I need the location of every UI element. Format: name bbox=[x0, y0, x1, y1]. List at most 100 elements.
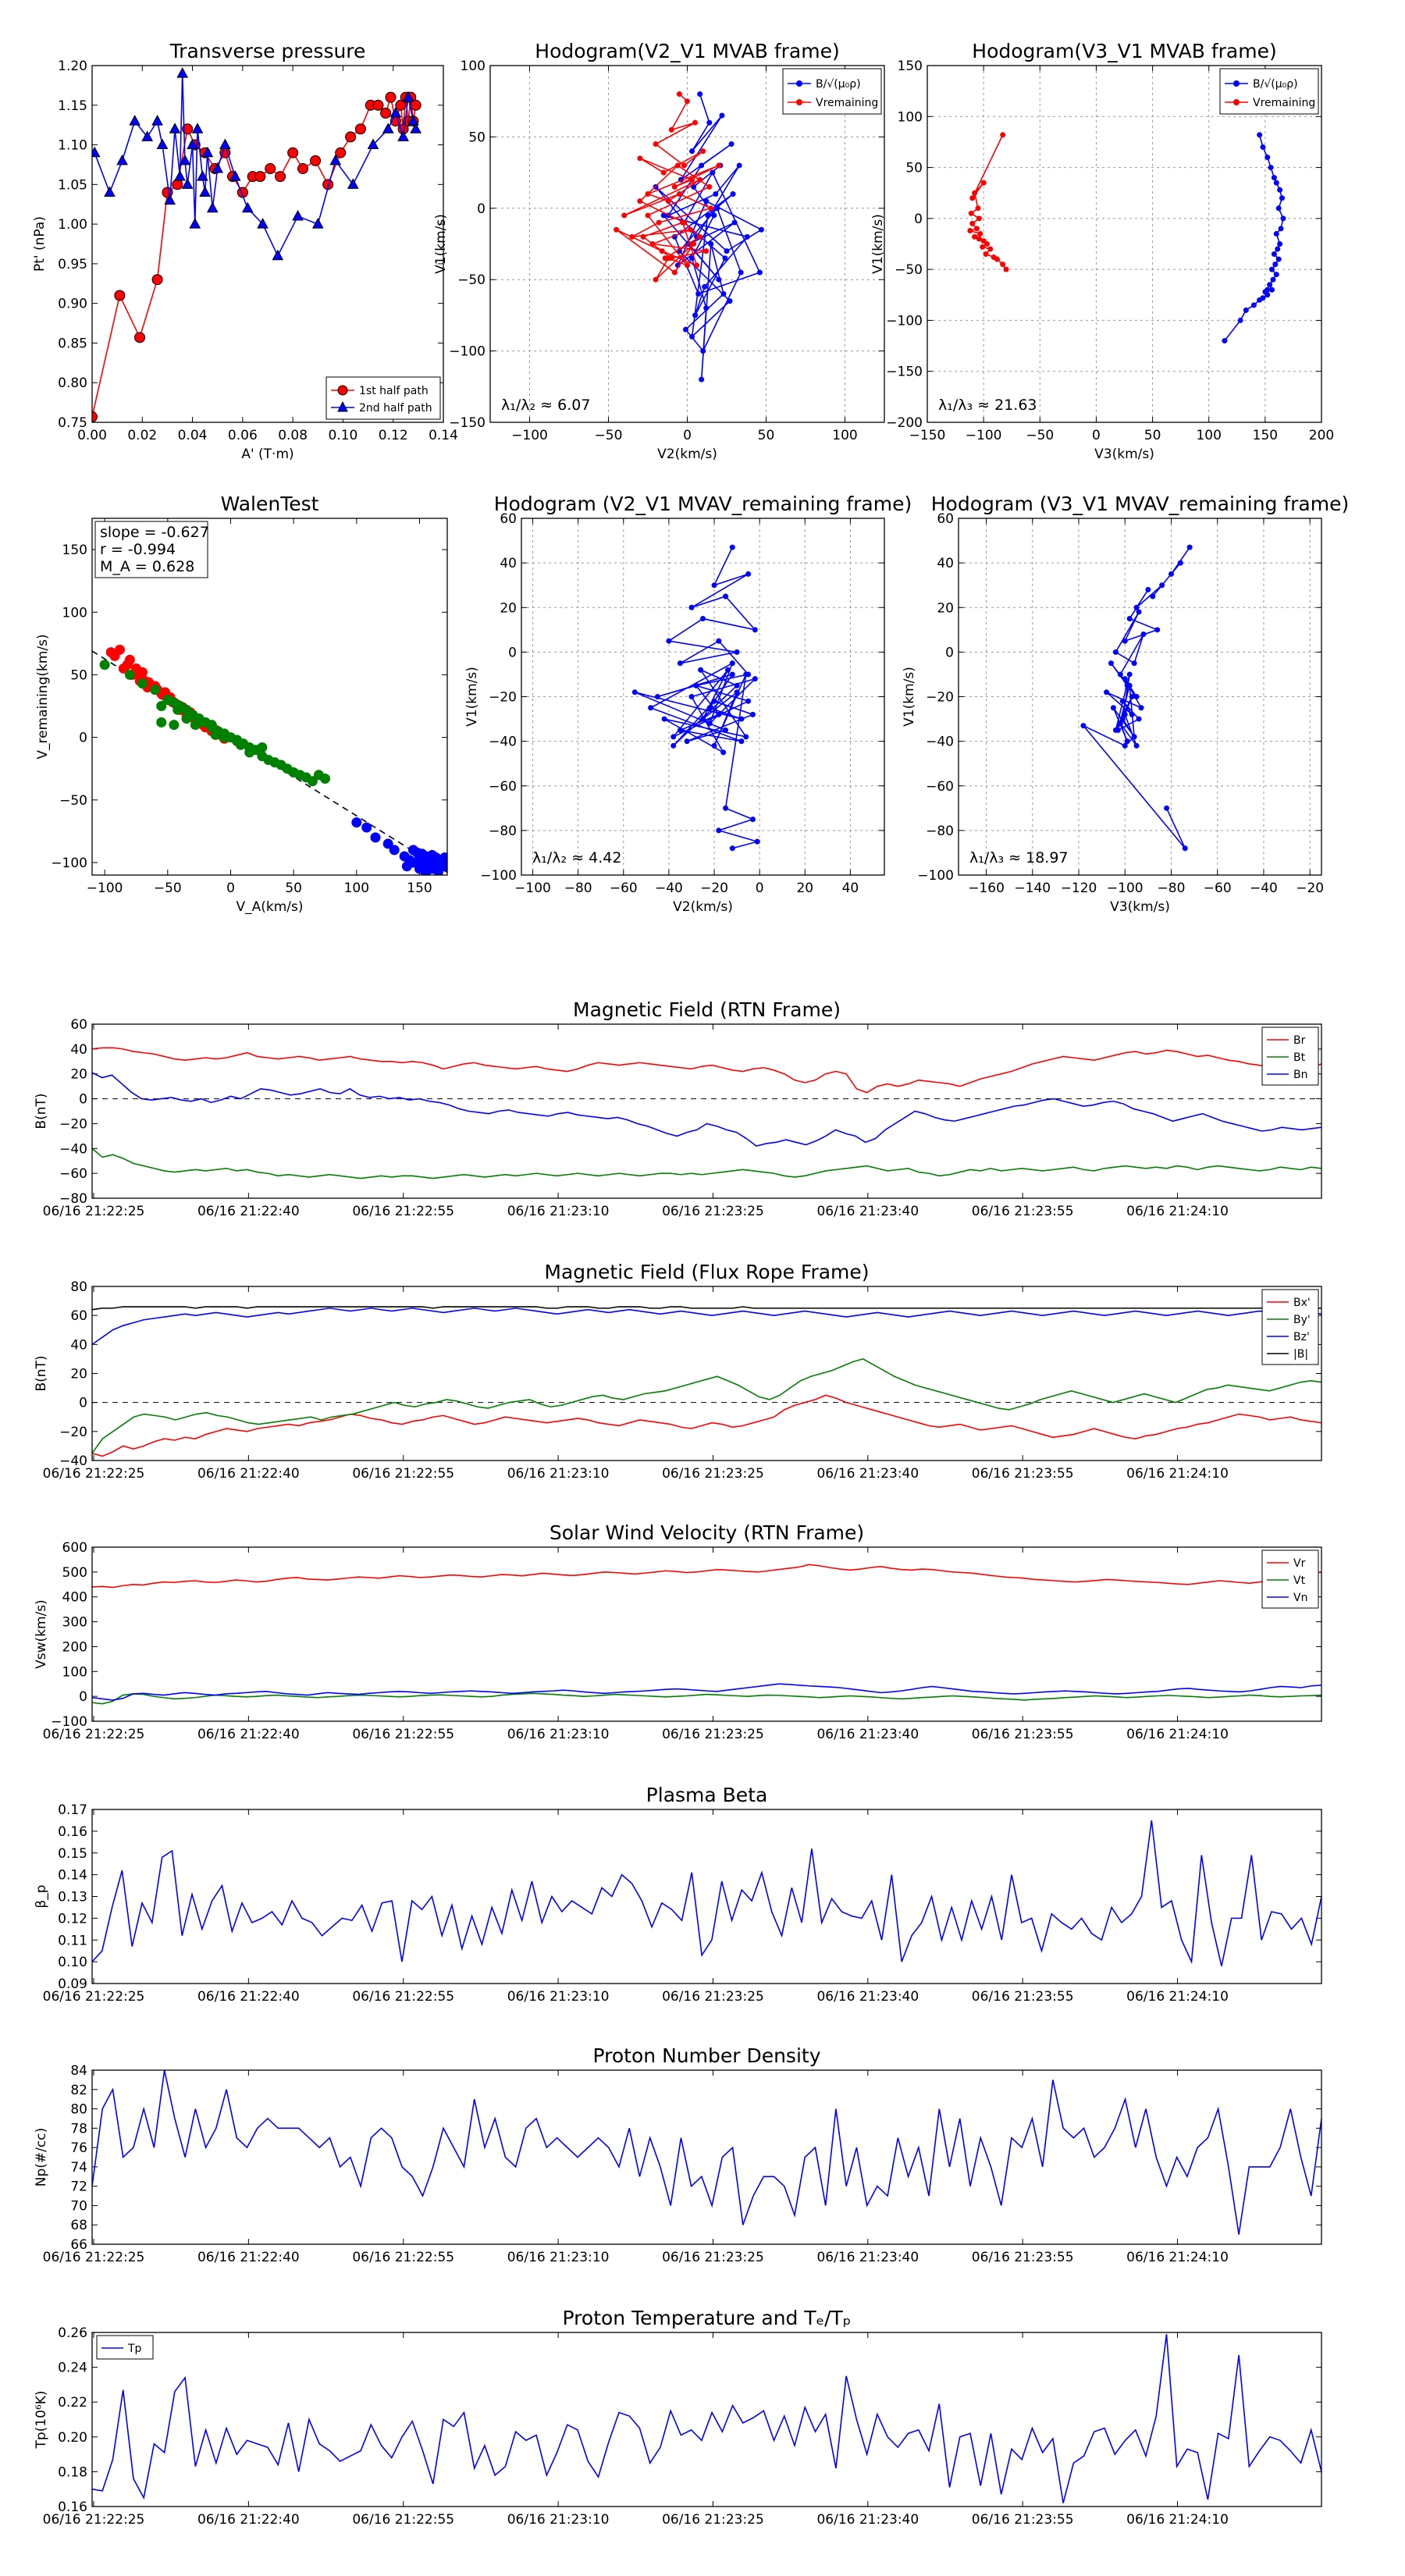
panel-title: Hodogram (V3_V1 MVAV_remaining frame) bbox=[931, 493, 1350, 515]
hodogram-point bbox=[1273, 272, 1279, 278]
x-tick-label: −50 bbox=[1026, 428, 1054, 443]
time-tick-label: 06/16 21:23:40 bbox=[816, 1727, 919, 1742]
legend-marker bbox=[337, 385, 348, 396]
hodogram-point bbox=[699, 376, 705, 382]
time-tick-label: 06/16 21:23:40 bbox=[816, 2250, 919, 2265]
hodogram-point bbox=[1277, 187, 1283, 193]
hodogram-point bbox=[1140, 632, 1147, 638]
y-tick-label: −40 bbox=[926, 735, 954, 750]
data-point-green bbox=[307, 776, 318, 787]
data-point bbox=[169, 123, 181, 133]
x-tick-label: 0.06 bbox=[228, 428, 258, 443]
x-tick-label: −100 bbox=[514, 881, 551, 896]
hodogram-point bbox=[1136, 716, 1142, 722]
time-tick-label: 06/16 21:22:25 bbox=[43, 1466, 145, 1482]
hodogram-line bbox=[616, 93, 720, 280]
y-axis-label: V1(km/s) bbox=[433, 214, 449, 274]
hodogram-point bbox=[631, 689, 638, 696]
hodogram-point bbox=[621, 212, 628, 219]
hodogram-point bbox=[967, 228, 973, 234]
x-tick-label: −150 bbox=[909, 428, 946, 443]
eigenvalue-ratio: λ₁/λ₃ ≈ 18.97 bbox=[969, 849, 1069, 866]
data-point bbox=[151, 274, 163, 286]
series-line-beta bbox=[92, 1820, 1321, 1966]
data-point bbox=[287, 147, 299, 158]
x-tick-label: 40 bbox=[842, 881, 859, 896]
data-point bbox=[172, 179, 183, 190]
panel-t3: −100 0 100 200 300 400 500 600 Solar Wind Veloci… bbox=[34, 1521, 1322, 1742]
panel-title: Transverse pressure bbox=[169, 40, 366, 62]
hodogram-point bbox=[1269, 266, 1275, 272]
panel-p2: −100 −50 0 50 100 −150 −100 −50 0 50 100 Hodogram(V… bbox=[433, 40, 885, 462]
y-tick-label: 0.18 bbox=[58, 2464, 87, 2480]
time-tick-label: 06/16 21:22:40 bbox=[197, 1466, 300, 1482]
series-line-circle bbox=[92, 94, 417, 418]
data-point-blue bbox=[361, 822, 372, 833]
panel-p4: −100 −50 0 50 100 150 −100 −50 0 50 100 150 WalenTes… bbox=[35, 493, 448, 915]
x-tick-label: −80 bbox=[1158, 881, 1186, 896]
hodogram-point bbox=[969, 195, 976, 201]
x-axis-label: V2(km/s) bbox=[657, 447, 717, 462]
series-line-Vn bbox=[92, 1683, 1321, 1701]
y-tick-label: 1.15 bbox=[58, 98, 87, 114]
hodogram-line bbox=[655, 94, 763, 380]
time-tick-label: 06/16 21:23:40 bbox=[816, 2512, 919, 2528]
hodogram-point bbox=[968, 210, 974, 216]
y-tick-label: 70 bbox=[70, 2198, 87, 2214]
y-tick-label: 60 bbox=[70, 1308, 87, 1324]
hodogram-point bbox=[1264, 292, 1271, 298]
data-point bbox=[174, 170, 186, 181]
hodogram-point bbox=[736, 162, 742, 169]
hodogram-point bbox=[699, 162, 705, 169]
series-line-Bt bbox=[92, 1147, 1321, 1179]
hodogram-point bbox=[660, 212, 667, 219]
data-point bbox=[407, 115, 419, 126]
data-point-red bbox=[124, 654, 135, 665]
x-axis-label: V_A(km/s) bbox=[236, 899, 303, 915]
y-tick-label: −60 bbox=[59, 1166, 87, 1182]
time-tick-label: 06/16 21:23:10 bbox=[507, 2512, 610, 2528]
y-tick-label: 40 bbox=[70, 1042, 87, 1058]
time-tick-label: 06/16 21:23:25 bbox=[662, 1466, 764, 1482]
hodogram-point bbox=[1000, 132, 1006, 138]
data-point bbox=[229, 170, 241, 181]
hodogram-point bbox=[1129, 694, 1135, 699]
legend-box bbox=[1261, 1026, 1319, 1086]
hodogram-point bbox=[1003, 266, 1009, 272]
hodogram-point bbox=[980, 180, 987, 186]
legend-label: 1st half path bbox=[359, 385, 429, 397]
hodogram-point bbox=[700, 348, 706, 354]
data-point-blue bbox=[439, 852, 447, 863]
y-tick-label: −100 bbox=[480, 868, 517, 884]
hodogram-point bbox=[1108, 660, 1114, 667]
hodogram-point bbox=[1272, 262, 1279, 268]
hodogram-point bbox=[691, 241, 697, 247]
data-point-blue bbox=[433, 866, 444, 875]
plot-area bbox=[92, 644, 447, 875]
hodogram-point bbox=[1159, 582, 1165, 589]
x-tick-label: 0.04 bbox=[178, 428, 208, 443]
panel-title: Magnetic Field (RTN Frame) bbox=[573, 998, 841, 1021]
x-tick-label: 0 bbox=[226, 881, 235, 896]
series-line-Np bbox=[92, 2070, 1321, 2235]
hodogram-point bbox=[1275, 256, 1282, 262]
y-tick-label: 20 bbox=[70, 1367, 87, 1382]
hodogram-line bbox=[1224, 134, 1284, 342]
y-tick-label: 100 bbox=[461, 59, 486, 74]
hodogram-point bbox=[734, 682, 740, 688]
hodogram-point bbox=[700, 616, 706, 622]
y-tick-label: 60 bbox=[937, 511, 954, 527]
data-point bbox=[297, 163, 308, 175]
x-tick-label: −100 bbox=[511, 428, 548, 443]
hodogram-point bbox=[1122, 742, 1128, 749]
plot-area bbox=[92, 67, 422, 422]
series-line-Br bbox=[92, 1047, 1321, 1094]
x-tick-label: −160 bbox=[968, 881, 1005, 896]
hodogram-point bbox=[752, 676, 758, 682]
y-tick-label: 0.80 bbox=[58, 375, 87, 391]
x-tick-label: 0.12 bbox=[379, 428, 408, 443]
x-tick-label: 0 bbox=[683, 428, 692, 443]
x-tick-label: −100 bbox=[1107, 881, 1144, 896]
time-tick-label: 06/16 21:22:55 bbox=[352, 2250, 454, 2265]
y-tick-label: 0 bbox=[477, 201, 486, 217]
